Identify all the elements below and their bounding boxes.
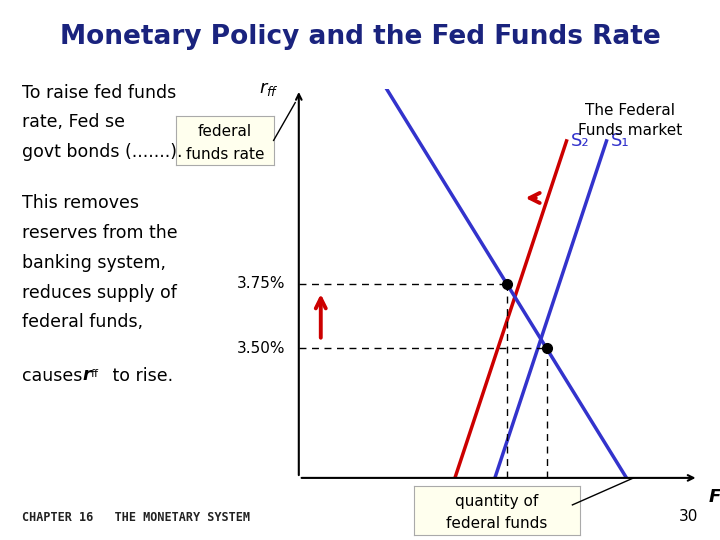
Text: reserves from the: reserves from the [22, 224, 177, 242]
Text: 30: 30 [679, 509, 698, 524]
Text: govt bonds (.......).: govt bonds (.......). [22, 143, 182, 161]
Text: rate, Fed se: rate, Fed se [22, 113, 125, 131]
Text: S₂: S₂ [572, 132, 590, 150]
Text: F: F [708, 488, 720, 507]
Text: quantity of: quantity of [455, 494, 539, 509]
Text: to rise.: to rise. [107, 367, 173, 385]
Text: federal funds,: federal funds, [22, 313, 143, 331]
Text: reduces supply of: reduces supply of [22, 284, 176, 301]
Text: funds rate: funds rate [186, 146, 264, 161]
Text: F₂: F₂ [499, 501, 514, 516]
Text: S₁: S₁ [611, 132, 630, 150]
Text: $r_{ff}$: $r_{ff}$ [259, 80, 279, 98]
Text: This removes: This removes [22, 194, 138, 212]
Text: To raise fed funds: To raise fed funds [22, 84, 176, 102]
Text: F₁: F₁ [539, 501, 554, 516]
Text: r: r [83, 366, 91, 383]
Text: banking system,: banking system, [22, 254, 166, 272]
Text: 3.75%: 3.75% [236, 276, 285, 291]
Text: federal: federal [198, 124, 252, 139]
Text: CHAPTER 16   THE MONETARY SYSTEM: CHAPTER 16 THE MONETARY SYSTEM [22, 511, 250, 524]
Text: The Federal
Funds market: The Federal Funds market [578, 103, 683, 138]
Text: 3.50%: 3.50% [236, 341, 285, 356]
Text: federal funds: federal funds [446, 516, 547, 531]
Text: causes: causes [22, 367, 87, 385]
Text: Monetary Policy and the Fed Funds Rate: Monetary Policy and the Fed Funds Rate [60, 24, 660, 50]
Text: ff: ff [91, 369, 99, 380]
